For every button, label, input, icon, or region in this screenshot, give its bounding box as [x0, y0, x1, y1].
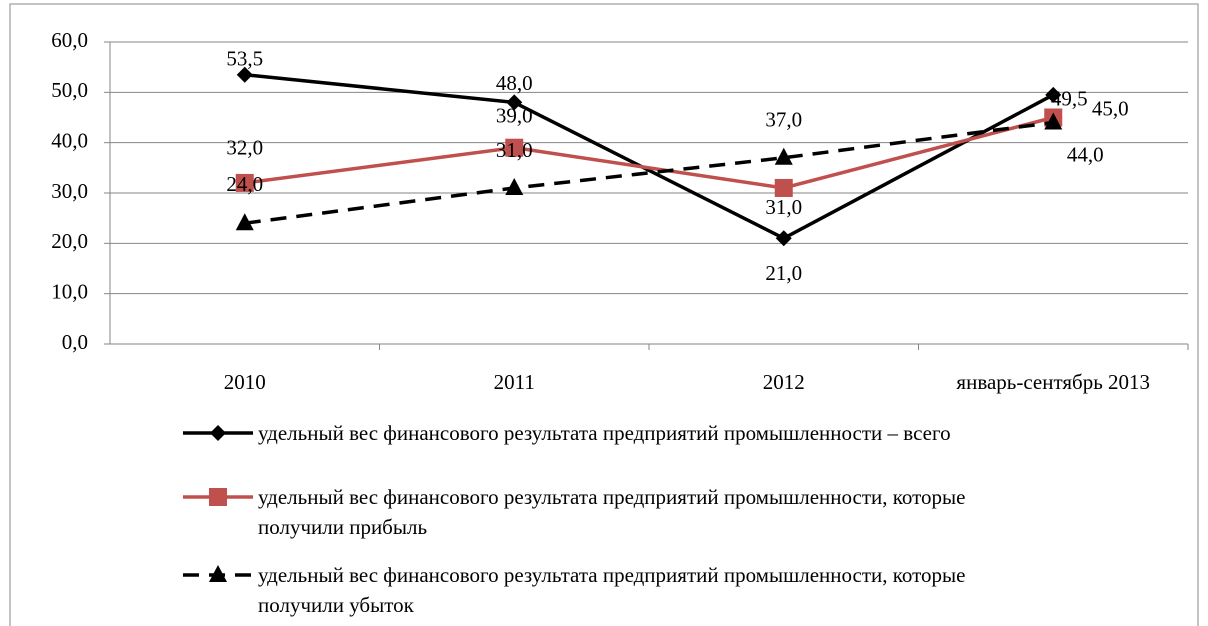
y-tick-label: 60,0 [51, 28, 88, 52]
x-tick-label: январь-сентябрь 2013 [956, 370, 1150, 394]
marker [209, 565, 227, 582]
legend-label: удельный вес финансового результата пред… [258, 563, 966, 617]
data-label: 39,0 [496, 104, 533, 128]
y-tick-label: 20,0 [51, 229, 88, 253]
marker [235, 173, 254, 192]
data-label: 32,0 [226, 136, 263, 160]
marker [506, 94, 523, 111]
data-label: 24,0 [226, 172, 263, 196]
series-line [244, 115, 1054, 190]
legend-label: удельный вес финансового результата пред… [258, 421, 951, 445]
data-label: 31,0 [496, 138, 533, 162]
marker [505, 138, 524, 157]
data-label: 37,0 [765, 108, 802, 132]
marker [236, 66, 253, 83]
marker [210, 425, 226, 441]
y-tick-label: 40,0 [51, 128, 88, 152]
marker [774, 178, 793, 197]
data-label: 45,0 [1092, 96, 1129, 120]
marker [235, 213, 254, 231]
marker [209, 488, 227, 506]
marker [505, 177, 524, 195]
marker [1045, 86, 1062, 103]
series-line [244, 72, 1055, 241]
x-tick-label: 2012 [763, 370, 805, 394]
legend-label: удельный вес финансового результата пред… [258, 485, 966, 539]
series-line [244, 120, 1054, 225]
y-tick-label: 30,0 [51, 179, 88, 203]
data-label: 31,0 [765, 195, 802, 219]
marker [775, 230, 792, 247]
data-label: 53,5 [226, 47, 263, 71]
y-tick-label: 50,0 [51, 78, 88, 102]
marker [1044, 112, 1063, 130]
marker [774, 147, 793, 165]
chart-frame [9, 3, 1199, 626]
data-label: 49,5 [1051, 87, 1088, 111]
data-label: 44,0 [1067, 142, 1104, 166]
x-tick-label: 2011 [494, 370, 535, 394]
data-label: 21,0 [765, 261, 802, 285]
x-tick-label: 2010 [224, 370, 266, 394]
y-tick-label: 10,0 [51, 279, 88, 303]
y-tick-label: 0,0 [62, 330, 88, 354]
data-label: 48,0 [496, 71, 533, 95]
